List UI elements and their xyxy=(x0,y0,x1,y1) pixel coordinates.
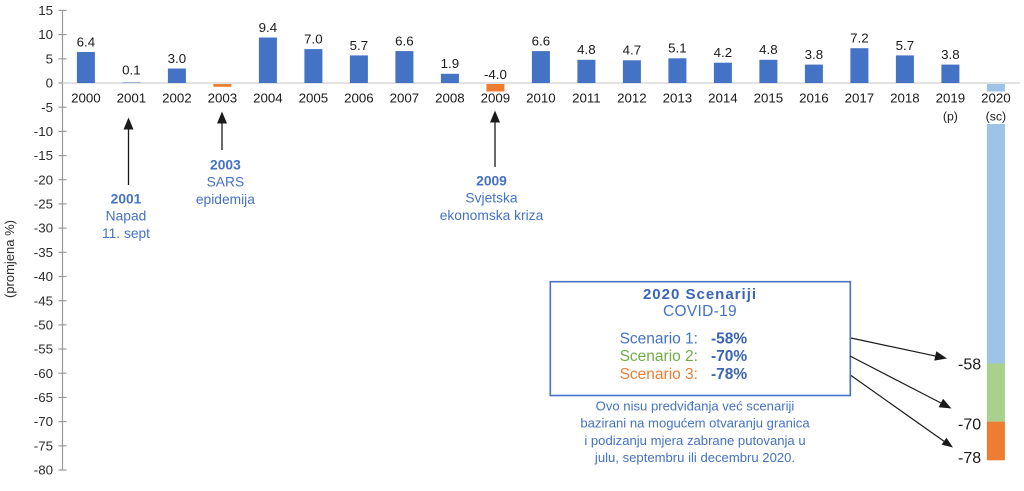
svg-text:2003: 2003 xyxy=(208,91,238,106)
svg-text:5: 5 xyxy=(46,51,53,66)
svg-text:epidemija: epidemija xyxy=(196,192,255,207)
svg-text:2009: 2009 xyxy=(481,91,511,106)
svg-text:1.9: 1.9 xyxy=(441,56,460,71)
svg-text:-40: -40 xyxy=(34,269,53,284)
svg-text:4.7: 4.7 xyxy=(623,43,642,58)
svg-text:6.4: 6.4 xyxy=(77,34,96,49)
svg-text:2001: 2001 xyxy=(111,192,142,207)
svg-text:2008: 2008 xyxy=(435,91,465,106)
svg-text:5.7: 5.7 xyxy=(350,38,369,53)
svg-text:2002: 2002 xyxy=(162,91,192,106)
svg-text:4.2: 4.2 xyxy=(714,45,733,60)
svg-text:9.4: 9.4 xyxy=(259,20,278,35)
svg-text:3.8: 3.8 xyxy=(805,47,824,62)
svg-text:-10: -10 xyxy=(34,124,53,139)
svg-text:-70: -70 xyxy=(34,414,53,429)
svg-text:7.2: 7.2 xyxy=(850,31,869,46)
svg-text:2020 Scenariji: 2020 Scenariji xyxy=(643,286,757,303)
svg-text:-60: -60 xyxy=(34,366,53,381)
svg-text:Napad: Napad xyxy=(106,209,147,224)
svg-text:7.0: 7.0 xyxy=(304,32,323,47)
svg-text:2007: 2007 xyxy=(390,91,420,106)
svg-text:Scenario 1:: Scenario 1: xyxy=(620,331,698,348)
svg-text:3.0: 3.0 xyxy=(168,51,187,66)
svg-text:2016: 2016 xyxy=(799,91,829,106)
svg-text:i podizanju mjera zabrane puto: i podizanju mjera zabrane putovanja u xyxy=(584,433,805,448)
svg-text:-20: -20 xyxy=(34,172,53,187)
svg-text:2000: 2000 xyxy=(71,91,101,106)
svg-text:0.1: 0.1 xyxy=(122,63,141,78)
svg-text:Scenario 3:: Scenario 3: xyxy=(620,366,698,383)
svg-text:11. sept: 11. sept xyxy=(102,226,150,241)
svg-text:-30: -30 xyxy=(34,221,53,236)
svg-text:6.6: 6.6 xyxy=(395,34,414,49)
svg-text:2001: 2001 xyxy=(117,91,147,106)
svg-text:-58%: -58% xyxy=(711,331,747,348)
svg-text:2004: 2004 xyxy=(253,91,283,106)
svg-text:2009: 2009 xyxy=(476,174,507,189)
svg-text:SARS: SARS xyxy=(207,175,245,190)
svg-text:-50: -50 xyxy=(34,318,53,333)
svg-text:10: 10 xyxy=(38,27,53,42)
svg-text:-75: -75 xyxy=(34,438,53,453)
svg-text:2017: 2017 xyxy=(845,91,875,106)
svg-text:4.8: 4.8 xyxy=(577,42,596,57)
svg-text:2012: 2012 xyxy=(617,91,647,106)
svg-text:Svjetska: Svjetska xyxy=(465,191,517,206)
svg-text:-25: -25 xyxy=(34,197,53,212)
svg-text:-70%: -70% xyxy=(711,348,747,365)
svg-text:-80: -80 xyxy=(34,463,53,478)
svg-text:(p): (p) xyxy=(943,110,958,124)
svg-text:2014: 2014 xyxy=(708,91,738,106)
svg-text:5.1: 5.1 xyxy=(668,41,687,56)
svg-text:2015: 2015 xyxy=(754,91,784,106)
svg-text:3.8: 3.8 xyxy=(941,47,960,62)
svg-text:2013: 2013 xyxy=(663,91,693,106)
svg-text:-35: -35 xyxy=(34,245,53,260)
svg-text:2010: 2010 xyxy=(526,91,556,106)
svg-text:-4.0: -4.0 xyxy=(484,67,507,82)
svg-text:2011: 2011 xyxy=(572,91,601,106)
svg-text:-65: -65 xyxy=(34,390,53,405)
svg-text:ekonomska kriza: ekonomska kriza xyxy=(440,208,544,223)
svg-text:bazirani na mogućem otvaranju: bazirani na mogućem otvaranju granica xyxy=(580,416,810,431)
svg-text:-55: -55 xyxy=(34,342,53,357)
svg-text:(promjena %): (promjena %) xyxy=(2,220,17,298)
svg-text:-58: -58 xyxy=(958,357,981,374)
svg-text:Ovo nisu predviđanja već scena: Ovo nisu predviđanja već scenariji xyxy=(596,399,795,414)
svg-text:COVID-19: COVID-19 xyxy=(663,303,737,320)
svg-text:2003: 2003 xyxy=(210,158,241,173)
svg-text:5.7: 5.7 xyxy=(896,38,915,53)
svg-text:-78%: -78% xyxy=(711,366,747,383)
svg-text:julu, septembru ili decembru 2: julu, septembru ili decembru 2020. xyxy=(594,450,795,465)
svg-text:(sc): (sc) xyxy=(986,110,1007,124)
svg-text:-70: -70 xyxy=(958,416,981,433)
svg-text:2005: 2005 xyxy=(299,91,329,106)
svg-text:6.6: 6.6 xyxy=(532,34,551,49)
svg-text:-78: -78 xyxy=(958,450,981,467)
svg-text:-45: -45 xyxy=(34,293,53,308)
svg-text:-5: -5 xyxy=(41,100,53,115)
svg-text:2019: 2019 xyxy=(936,91,966,106)
svg-text:2020: 2020 xyxy=(981,91,1011,106)
svg-text:-15: -15 xyxy=(34,148,53,163)
svg-text:15: 15 xyxy=(38,3,53,18)
svg-text:2006: 2006 xyxy=(344,91,374,106)
svg-text:Scenario 2:: Scenario 2: xyxy=(620,348,698,365)
svg-text:4.8: 4.8 xyxy=(759,42,778,57)
svg-text:0: 0 xyxy=(46,76,53,91)
svg-text:2018: 2018 xyxy=(890,91,920,106)
